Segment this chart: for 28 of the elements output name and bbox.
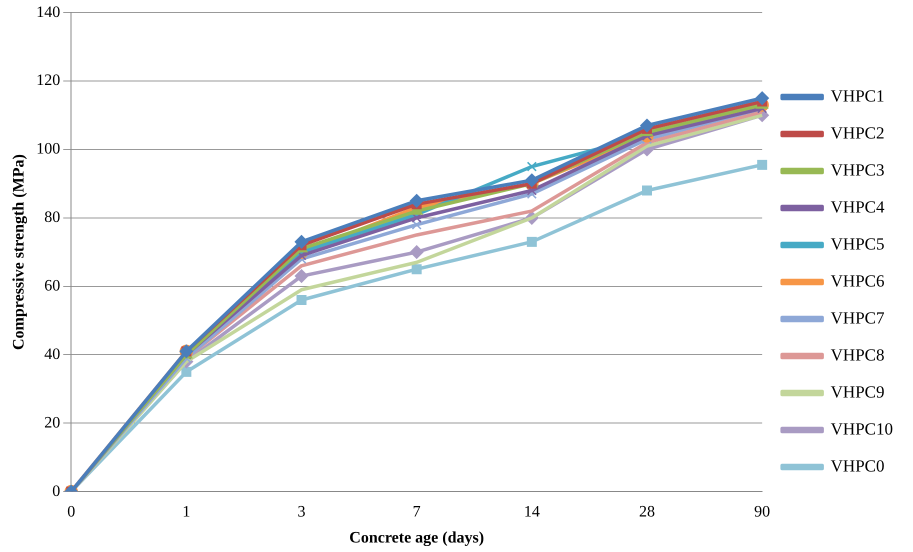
- x-tick-label: 14: [524, 503, 540, 520]
- y-tick-label: 140: [36, 4, 60, 21]
- legend-label: VHPC5: [830, 234, 885, 254]
- legend-label: VHPC6: [830, 271, 885, 290]
- y-tick-label: 100: [36, 140, 60, 158]
- legend-label: VHPC10: [830, 419, 894, 438]
- y-tick-label: 40: [44, 346, 60, 363]
- x-axis-title: Concrete age (days): [349, 530, 484, 547]
- x-tick-label: 7: [412, 503, 421, 520]
- y-tick-label: 120: [36, 72, 60, 90]
- x-tick-label: 0: [67, 503, 76, 520]
- x-tick-label: 28: [638, 503, 655, 520]
- x-tick-label: 3: [298, 503, 306, 520]
- legend-label: VHPC8: [830, 345, 885, 364]
- y-axis-title: Compressive strength (MPa): [10, 154, 28, 350]
- legend-label: VHPC4: [830, 197, 885, 216]
- legend-label: VHPC7: [830, 308, 885, 328]
- y-tick-label: 0: [52, 482, 60, 500]
- legend-label: VHPC2: [830, 123, 885, 142]
- x-tick-label: 90: [754, 503, 770, 520]
- y-tick-label: 20: [44, 414, 60, 432]
- legend-label: VHPC9: [830, 382, 885, 402]
- legend-label: VHPC1: [830, 86, 885, 106]
- x-tick-label: 1: [182, 503, 190, 520]
- y-tick-label: 60: [44, 278, 60, 295]
- legend-label: VHPC0: [830, 456, 885, 476]
- legend-label: VHPC3: [830, 160, 885, 180]
- y-tick-label: 80: [44, 209, 60, 226]
